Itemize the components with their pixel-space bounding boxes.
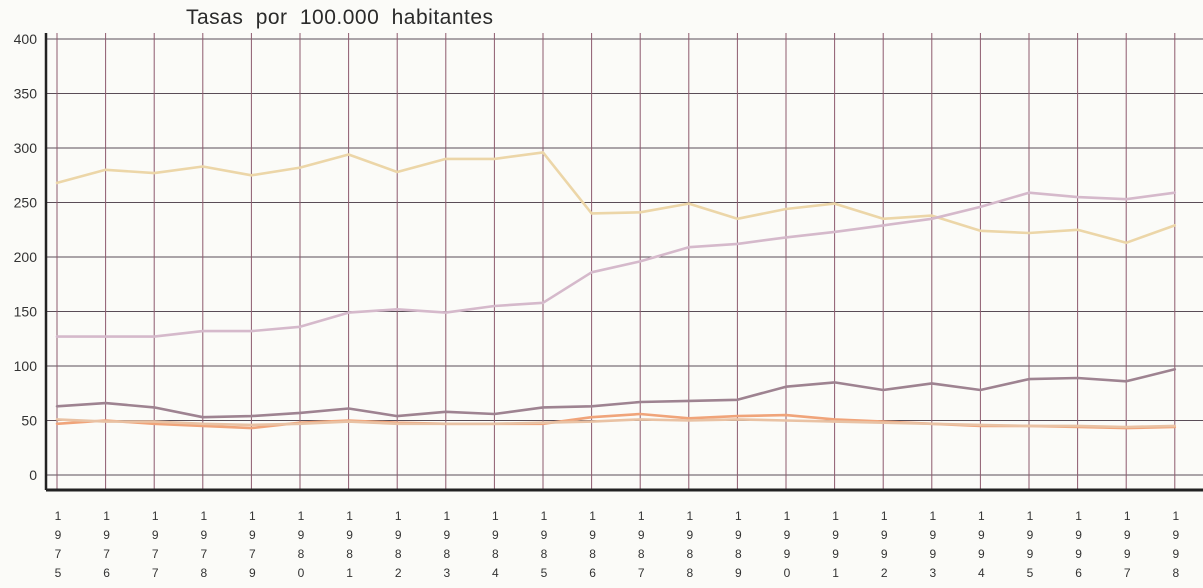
series-line-5 xyxy=(55,418,1177,429)
y-tick-label: 350 xyxy=(14,86,38,102)
series-line-1 xyxy=(55,151,1177,245)
axes xyxy=(44,33,1203,492)
grid-lines xyxy=(46,33,1203,489)
series-line-3 xyxy=(55,367,1177,419)
y-tick-label: 100 xyxy=(14,358,38,374)
y-tick-labels: 0 50 100 150 200 250 300 350 400 xyxy=(14,31,38,483)
y-tick-label: 150 xyxy=(14,304,38,320)
y-tick-label: 250 xyxy=(14,195,38,211)
series-lines xyxy=(55,151,1177,430)
x-tick-labels: 1 9 7 5 1 9 7 6 1 9 7 7 1 9 7 8 1 9 7 9 1 9 8 0 1 9 8 1 1 9 8 2 1 9 8 3 1 9 8 4… xyxy=(55,509,1180,580)
series-line-2 xyxy=(55,191,1177,338)
y-tick-label: 300 xyxy=(14,140,38,156)
y-tick-label: 50 xyxy=(21,413,37,429)
y-tick-label: 0 xyxy=(29,467,37,483)
y-tick-label: 200 xyxy=(14,249,38,265)
y-tick-label: 400 xyxy=(14,31,38,47)
chart-title: Tasas por 100.000 habitantes xyxy=(186,6,494,29)
